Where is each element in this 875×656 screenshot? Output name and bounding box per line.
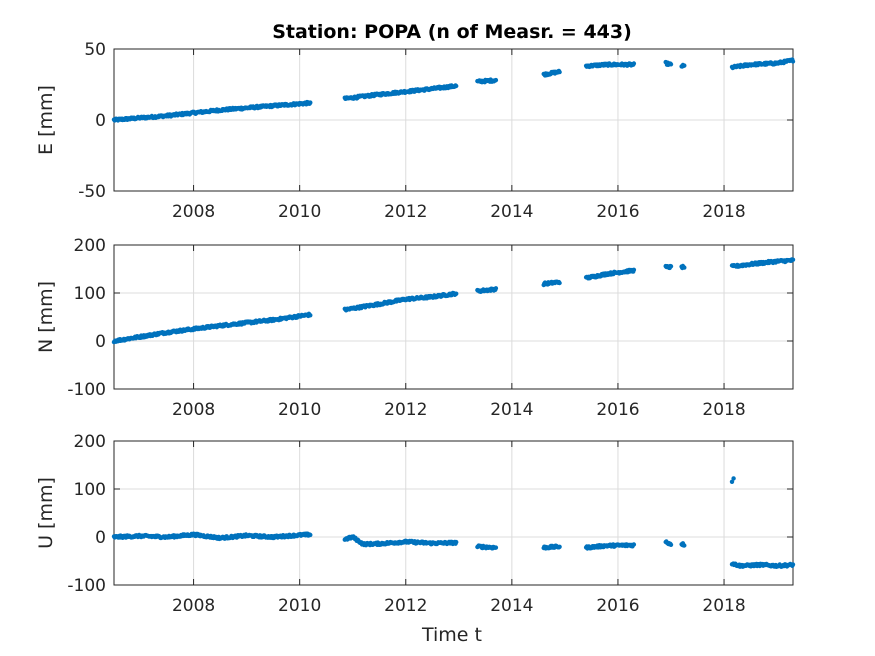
y-tick-label: -100	[67, 380, 106, 400]
data-point	[557, 280, 562, 286]
data-point	[790, 59, 796, 64]
data-series	[111, 57, 796, 123]
y-tick-label: 200	[74, 432, 106, 452]
y-axis-label: N [mm]	[35, 281, 57, 353]
data-point	[682, 543, 687, 548]
x-tick-label: 2008	[172, 400, 215, 420]
data-point	[557, 69, 562, 75]
data-point	[308, 313, 313, 318]
x-tick-label: 2014	[490, 202, 533, 222]
y-tick-label: 0	[95, 528, 106, 548]
data-point	[308, 532, 313, 538]
y-axis-label: E [mm]	[35, 85, 57, 155]
subplot-u: 2008 2010 2012 2014 2016 2018 -100 0 100 200 U [mm…	[35, 432, 796, 616]
data-series	[111, 257, 796, 345]
x-tick-label: 2018	[702, 202, 745, 222]
data-point	[454, 291, 459, 296]
data-point	[682, 265, 687, 270]
x-tick-label: 2012	[384, 202, 427, 222]
subplot-e: 2008 2010 2012 2014 2016 2018 -50 0 50 E [mm]	[35, 40, 796, 222]
data-point	[308, 100, 313, 105]
data-point	[790, 257, 796, 262]
data-point	[682, 63, 687, 68]
x-axis-label: Time t	[421, 624, 482, 646]
y-tick-label: 100	[74, 284, 106, 304]
data-point	[493, 77, 499, 83]
data-point	[493, 545, 499, 550]
axes-frame	[113, 440, 794, 586]
data-point	[668, 264, 674, 269]
x-tick-label: 2018	[702, 596, 745, 616]
x-tick-label: 2012	[384, 596, 427, 616]
x-tick-label: 2008	[172, 596, 215, 616]
data-point	[454, 539, 459, 545]
x-tick-label: 2010	[278, 202, 321, 222]
y-tick-label: 0	[95, 332, 106, 352]
data-point	[631, 542, 637, 547]
axes-box	[113, 244, 794, 390]
x-tick-label: 2010	[278, 596, 321, 616]
y-tick-label: -100	[67, 576, 106, 596]
outlier-point	[729, 479, 735, 484]
outlier-point	[731, 476, 736, 481]
x-tick-label: 2010	[278, 400, 321, 420]
x-tick-label: 2016	[596, 596, 639, 616]
data-series	[111, 476, 796, 569]
x-tick-label: 2012	[384, 400, 427, 420]
x-tick-label: 2008	[172, 202, 215, 222]
y-axis-label: U [mm]	[35, 477, 57, 549]
data-point	[790, 562, 796, 567]
data-point	[631, 61, 637, 66]
x-tick-label: 2016	[596, 400, 639, 420]
x-tick-label: 2016	[596, 202, 639, 222]
y-tick-label: -50	[78, 182, 106, 202]
data-point	[493, 286, 499, 291]
y-tick-label: 100	[74, 480, 106, 500]
y-tick-label: 50	[84, 40, 106, 60]
axes-box	[113, 440, 794, 586]
axes-frame	[113, 244, 794, 390]
data-point	[557, 544, 562, 549]
data-point	[668, 62, 674, 67]
subplot-n: 2008 2010 2012 2014 2016 2018 -100 0 100 200 N [mm…	[35, 236, 796, 420]
data-point	[454, 83, 459, 89]
x-tick-label: 2018	[702, 400, 745, 420]
data-point	[668, 542, 674, 547]
y-tick-label: 200	[74, 236, 106, 256]
y-tick-label: 0	[95, 111, 106, 131]
x-tick-label: 2014	[490, 596, 533, 616]
x-tick-label: 2014	[490, 400, 533, 420]
chart-title: Station: POPA (n of Measr. = 443)	[272, 21, 632, 43]
data-point	[631, 267, 637, 272]
